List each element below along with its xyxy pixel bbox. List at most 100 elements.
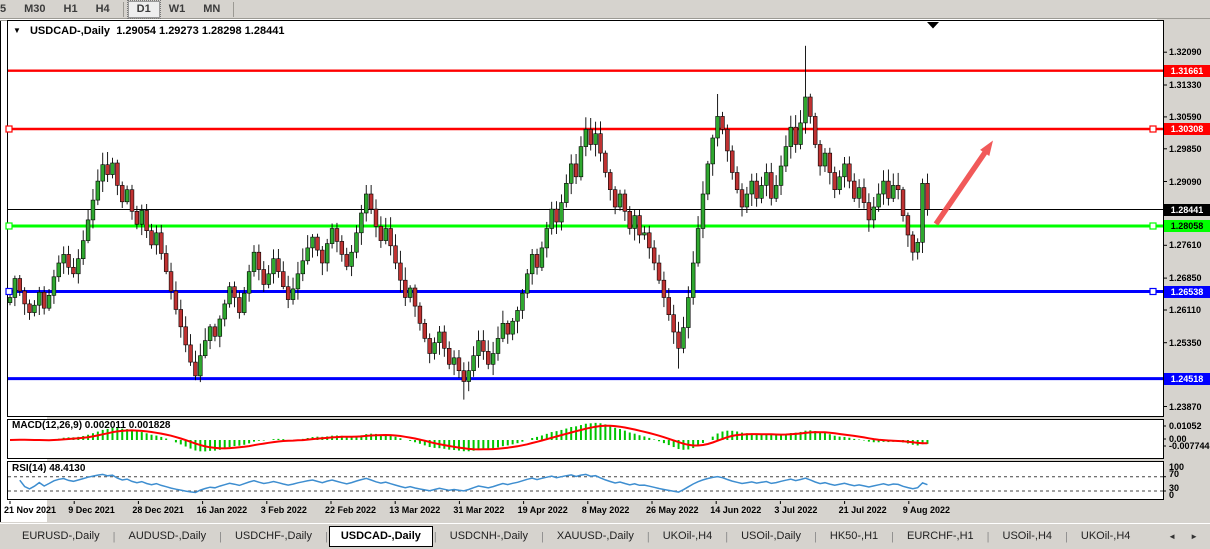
y-axis-tick-1.23870: 1.23870 bbox=[1169, 401, 1202, 412]
x-axis-tick-13-Mar-2022: 13 Mar 2022 bbox=[389, 505, 441, 515]
rsi-axis-70: 70 bbox=[1169, 469, 1180, 479]
price-level-badge-1.26538: 1.26538 bbox=[1164, 285, 1210, 298]
symbol-tab-usdcnh-daily[interactable]: USDCNH-,Daily bbox=[449, 530, 528, 542]
candlestick-series bbox=[8, 45, 930, 400]
tab-separator: | bbox=[112, 530, 116, 543]
tab-separator: | bbox=[891, 530, 895, 543]
price-level-badge-1.31661: 1.31661 bbox=[1164, 64, 1210, 77]
y-axis-tick-1.32090: 1.32090 bbox=[1169, 47, 1202, 58]
chart-open-value: 1.29054 bbox=[116, 25, 156, 37]
toolbar-separator bbox=[233, 1, 235, 17]
symbol-tab-xauusd-daily[interactable]: XAUUSD-,Daily bbox=[556, 530, 634, 542]
axis-ticks bbox=[9, 51, 1167, 504]
rsi-line bbox=[19, 473, 928, 494]
tab-scroll-left-icon[interactable]: ◄ bbox=[1168, 532, 1177, 541]
tab-separator: | bbox=[433, 530, 437, 543]
symbol-tab-usoil-daily[interactable]: USOil-,Daily bbox=[741, 530, 802, 542]
y-axis-tick-1.31330: 1.31330 bbox=[1169, 80, 1202, 90]
chart-close-value: 1.28441 bbox=[244, 25, 285, 37]
price-level-badge-1.30308: 1.30308 bbox=[1164, 123, 1210, 135]
x-axis-tick-21-Nov-2021: 21 Nov 2021 bbox=[4, 505, 57, 515]
x-axis-tick-9-Aug-2022: 9 Aug 2022 bbox=[902, 505, 950, 515]
y-axis-tick-1.27610: 1.27610 bbox=[1169, 240, 1202, 251]
rsi-axis-0: 0 bbox=[1169, 490, 1175, 500]
x-axis-tick-8-May-2022: 8 May 2022 bbox=[581, 505, 630, 515]
tab-separator: | bbox=[986, 530, 990, 543]
x-axis-tick-28-Dec-2021: 28 Dec 2021 bbox=[132, 505, 184, 515]
current-bar-marker-icon bbox=[927, 22, 939, 29]
chart-title: ▼ USDCAD-,Daily 1.29054 1.29273 1.28298 … bbox=[13, 25, 284, 37]
x-axis-tick-31-Mar-2022: 31 Mar 2022 bbox=[453, 505, 505, 515]
x-axis-tick-19-Apr-2022: 19 Apr 2022 bbox=[517, 505, 568, 515]
x-axis-tick-16-Jan-2022: 16 Jan 2022 bbox=[196, 505, 248, 515]
chart-symbol-label: USDCAD-,Daily bbox=[29, 25, 111, 37]
annotations bbox=[927, 22, 993, 226]
tab-separator: | bbox=[725, 530, 729, 543]
timeframe-button-w1[interactable]: W1 bbox=[168, 2, 186, 15]
tab-separator: | bbox=[219, 530, 222, 543]
symbol-tab-hk50-h1[interactable]: HK50-,H1 bbox=[829, 530, 879, 542]
symbol-tab-ukoil-h4[interactable]: UKOil-,H4 bbox=[1080, 530, 1131, 542]
toolbar-separator bbox=[122, 1, 124, 17]
rsi-axis-100: 100 bbox=[1169, 462, 1185, 472]
x-axis-tick-3-Jul-2022: 3 Jul 2022 bbox=[774, 505, 818, 515]
timeframe-toolbar: 5 M30 H1 H4 D1 W1 MN bbox=[0, 0, 1210, 19]
macd-signal-line bbox=[9, 424, 928, 451]
hline-1.28058-handle-right[interactable] bbox=[1149, 222, 1157, 230]
hline-1.30308-handle-right[interactable] bbox=[1149, 125, 1157, 133]
chart-low-value: 1.28298 bbox=[201, 25, 242, 37]
trend-arrow-annotation[interactable] bbox=[933, 140, 993, 226]
y-axis-tick-1.25350: 1.25350 bbox=[1169, 337, 1202, 348]
timeframe-button-m30[interactable]: M30 bbox=[24, 2, 46, 15]
timeframe-button-h4[interactable]: H4 bbox=[95, 2, 110, 15]
x-axis-tick-26-May-2022: 26 May 2022 bbox=[646, 505, 699, 515]
symbol-tab-audusd-daily[interactable]: AUDUSD-,Daily bbox=[128, 530, 207, 542]
price-level-badge-1.28058: 1.28058 bbox=[1164, 220, 1210, 232]
tab-scroll-controls: ◄ ► bbox=[1168, 532, 1206, 541]
tab-separator: | bbox=[541, 530, 544, 543]
y-axis-tick-1.26110: 1.26110 bbox=[1169, 305, 1202, 315]
macd-axis--0.007744: -0.007744 bbox=[1169, 441, 1210, 451]
macd-axis-0.00: 0.00 bbox=[1169, 434, 1187, 444]
y-axis-tick-1.29850: 1.29850 bbox=[1169, 143, 1202, 154]
chart-high-value: 1.29273 bbox=[159, 25, 199, 37]
main-chart-panel[interactable] bbox=[7, 20, 1164, 417]
hline-1.28058-handle-left[interactable] bbox=[5, 222, 13, 230]
hline-1.26538-handle-left[interactable] bbox=[5, 287, 13, 296]
symbol-tab-eurusd-daily[interactable]: EURUSD-,Daily bbox=[22, 530, 100, 542]
symbol-tab-usoil-h4[interactable]: USOil-,H4 bbox=[1002, 530, 1053, 542]
horizontal-lines bbox=[5, 69, 1163, 381]
y-axis-tick-1.29090: 1.29090 bbox=[1169, 176, 1202, 187]
symbol-tab-bar: EURUSD-,Daily | AUDUSD-,Daily | USDCHF-,Dail… bbox=[0, 523, 1210, 549]
symbol-tab-usdchf-daily[interactable]: USDCHF-,Daily bbox=[234, 530, 312, 542]
symbol-tab-ukoil-h4[interactable]: UKOil-,H4 bbox=[662, 530, 713, 542]
x-axis-tick-3-Feb-2022: 3 Feb 2022 bbox=[260, 505, 307, 515]
tab-separator: | bbox=[1065, 530, 1068, 543]
tab-separator: | bbox=[646, 530, 650, 543]
chart-dropdown-icon[interactable]: ▼ bbox=[13, 26, 21, 35]
rsi-panel[interactable] bbox=[7, 461, 1164, 500]
x-axis-tick-14-Jun-2022: 14 Jun 2022 bbox=[710, 505, 762, 515]
current-price-badge: 1.28441 bbox=[1164, 203, 1210, 216]
rsi-axis-30: 30 bbox=[1169, 483, 1180, 493]
tab-separator: | bbox=[324, 530, 328, 543]
symbol-tab-eurchf-h1[interactable]: EURCHF-,H1 bbox=[907, 530, 974, 542]
timeframe-button-mn[interactable]: MN bbox=[203, 2, 221, 15]
timeframe-button-d1[interactable]: D1 bbox=[126, 0, 161, 19]
symbol-tab-usdcad-daily[interactable]: USDCAD-,Daily bbox=[328, 526, 433, 547]
rsi-label: RSI(14) 48.4130 bbox=[12, 463, 86, 474]
tab-scroll-right-icon[interactable]: ► bbox=[1190, 532, 1198, 541]
hline-1.26538-handle-right[interactable] bbox=[1149, 287, 1157, 296]
y-axis-tick-1.26850: 1.26850 bbox=[1169, 273, 1202, 284]
price-level-badge-1.24518: 1.24518 bbox=[1164, 372, 1210, 385]
timeframe-button-m5[interactable]: 5 bbox=[0, 2, 7, 15]
y-axis-tick-1.30590: 1.30590 bbox=[1169, 111, 1202, 122]
rsi-indicator bbox=[8, 473, 1163, 494]
timeframe-button-h1[interactable]: H1 bbox=[63, 2, 78, 15]
hline-1.30308-handle-left[interactable] bbox=[5, 125, 13, 133]
macd-indicator bbox=[9, 422, 929, 452]
x-axis-tick-22-Feb-2022: 22 Feb 2022 bbox=[325, 505, 377, 515]
tab-separator: | bbox=[814, 530, 817, 543]
